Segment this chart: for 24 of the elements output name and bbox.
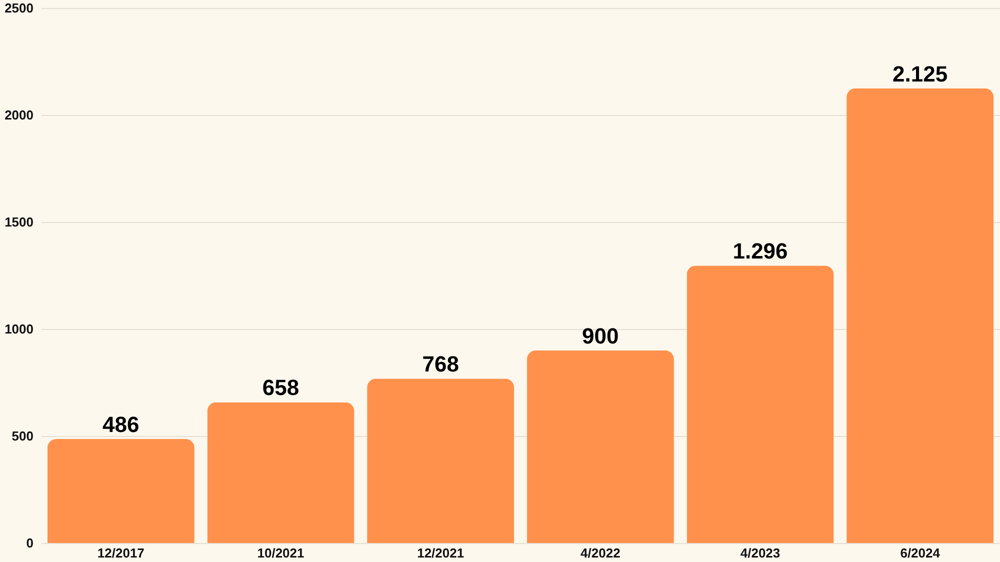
x-tick-label: 4/2022 [580, 546, 620, 560]
x-tick-label: 6/2024 [900, 546, 941, 560]
data-label: 1.296 [732, 238, 788, 264]
bar [367, 378, 514, 543]
data-label: 486 [102, 412, 140, 437]
y-tick-label: 2500 [4, 0, 34, 16]
y-tick-label: 2000 [4, 108, 34, 122]
x-tick-label: 12/2017 [97, 546, 144, 560]
x-tick-label: 10/2021 [257, 546, 304, 560]
x-tick-label: 4/2023 [740, 546, 780, 560]
bar [686, 266, 834, 543]
data-label: 900 [582, 323, 619, 348]
data-label: 768 [422, 352, 459, 377]
bar [207, 402, 354, 543]
bar [47, 438, 194, 543]
x-tick-label: 12/2021 [417, 546, 464, 560]
y-tick-label: 1000 [4, 322, 34, 336]
y-tick-label: 0 [26, 536, 34, 550]
data-label: 658 [262, 375, 300, 400]
y-tick-label: 500 [12, 428, 34, 444]
y-tick-label: 1500 [4, 214, 34, 230]
data-label: 2.125 [892, 61, 948, 86]
bar [526, 350, 674, 543]
bar [846, 88, 994, 543]
